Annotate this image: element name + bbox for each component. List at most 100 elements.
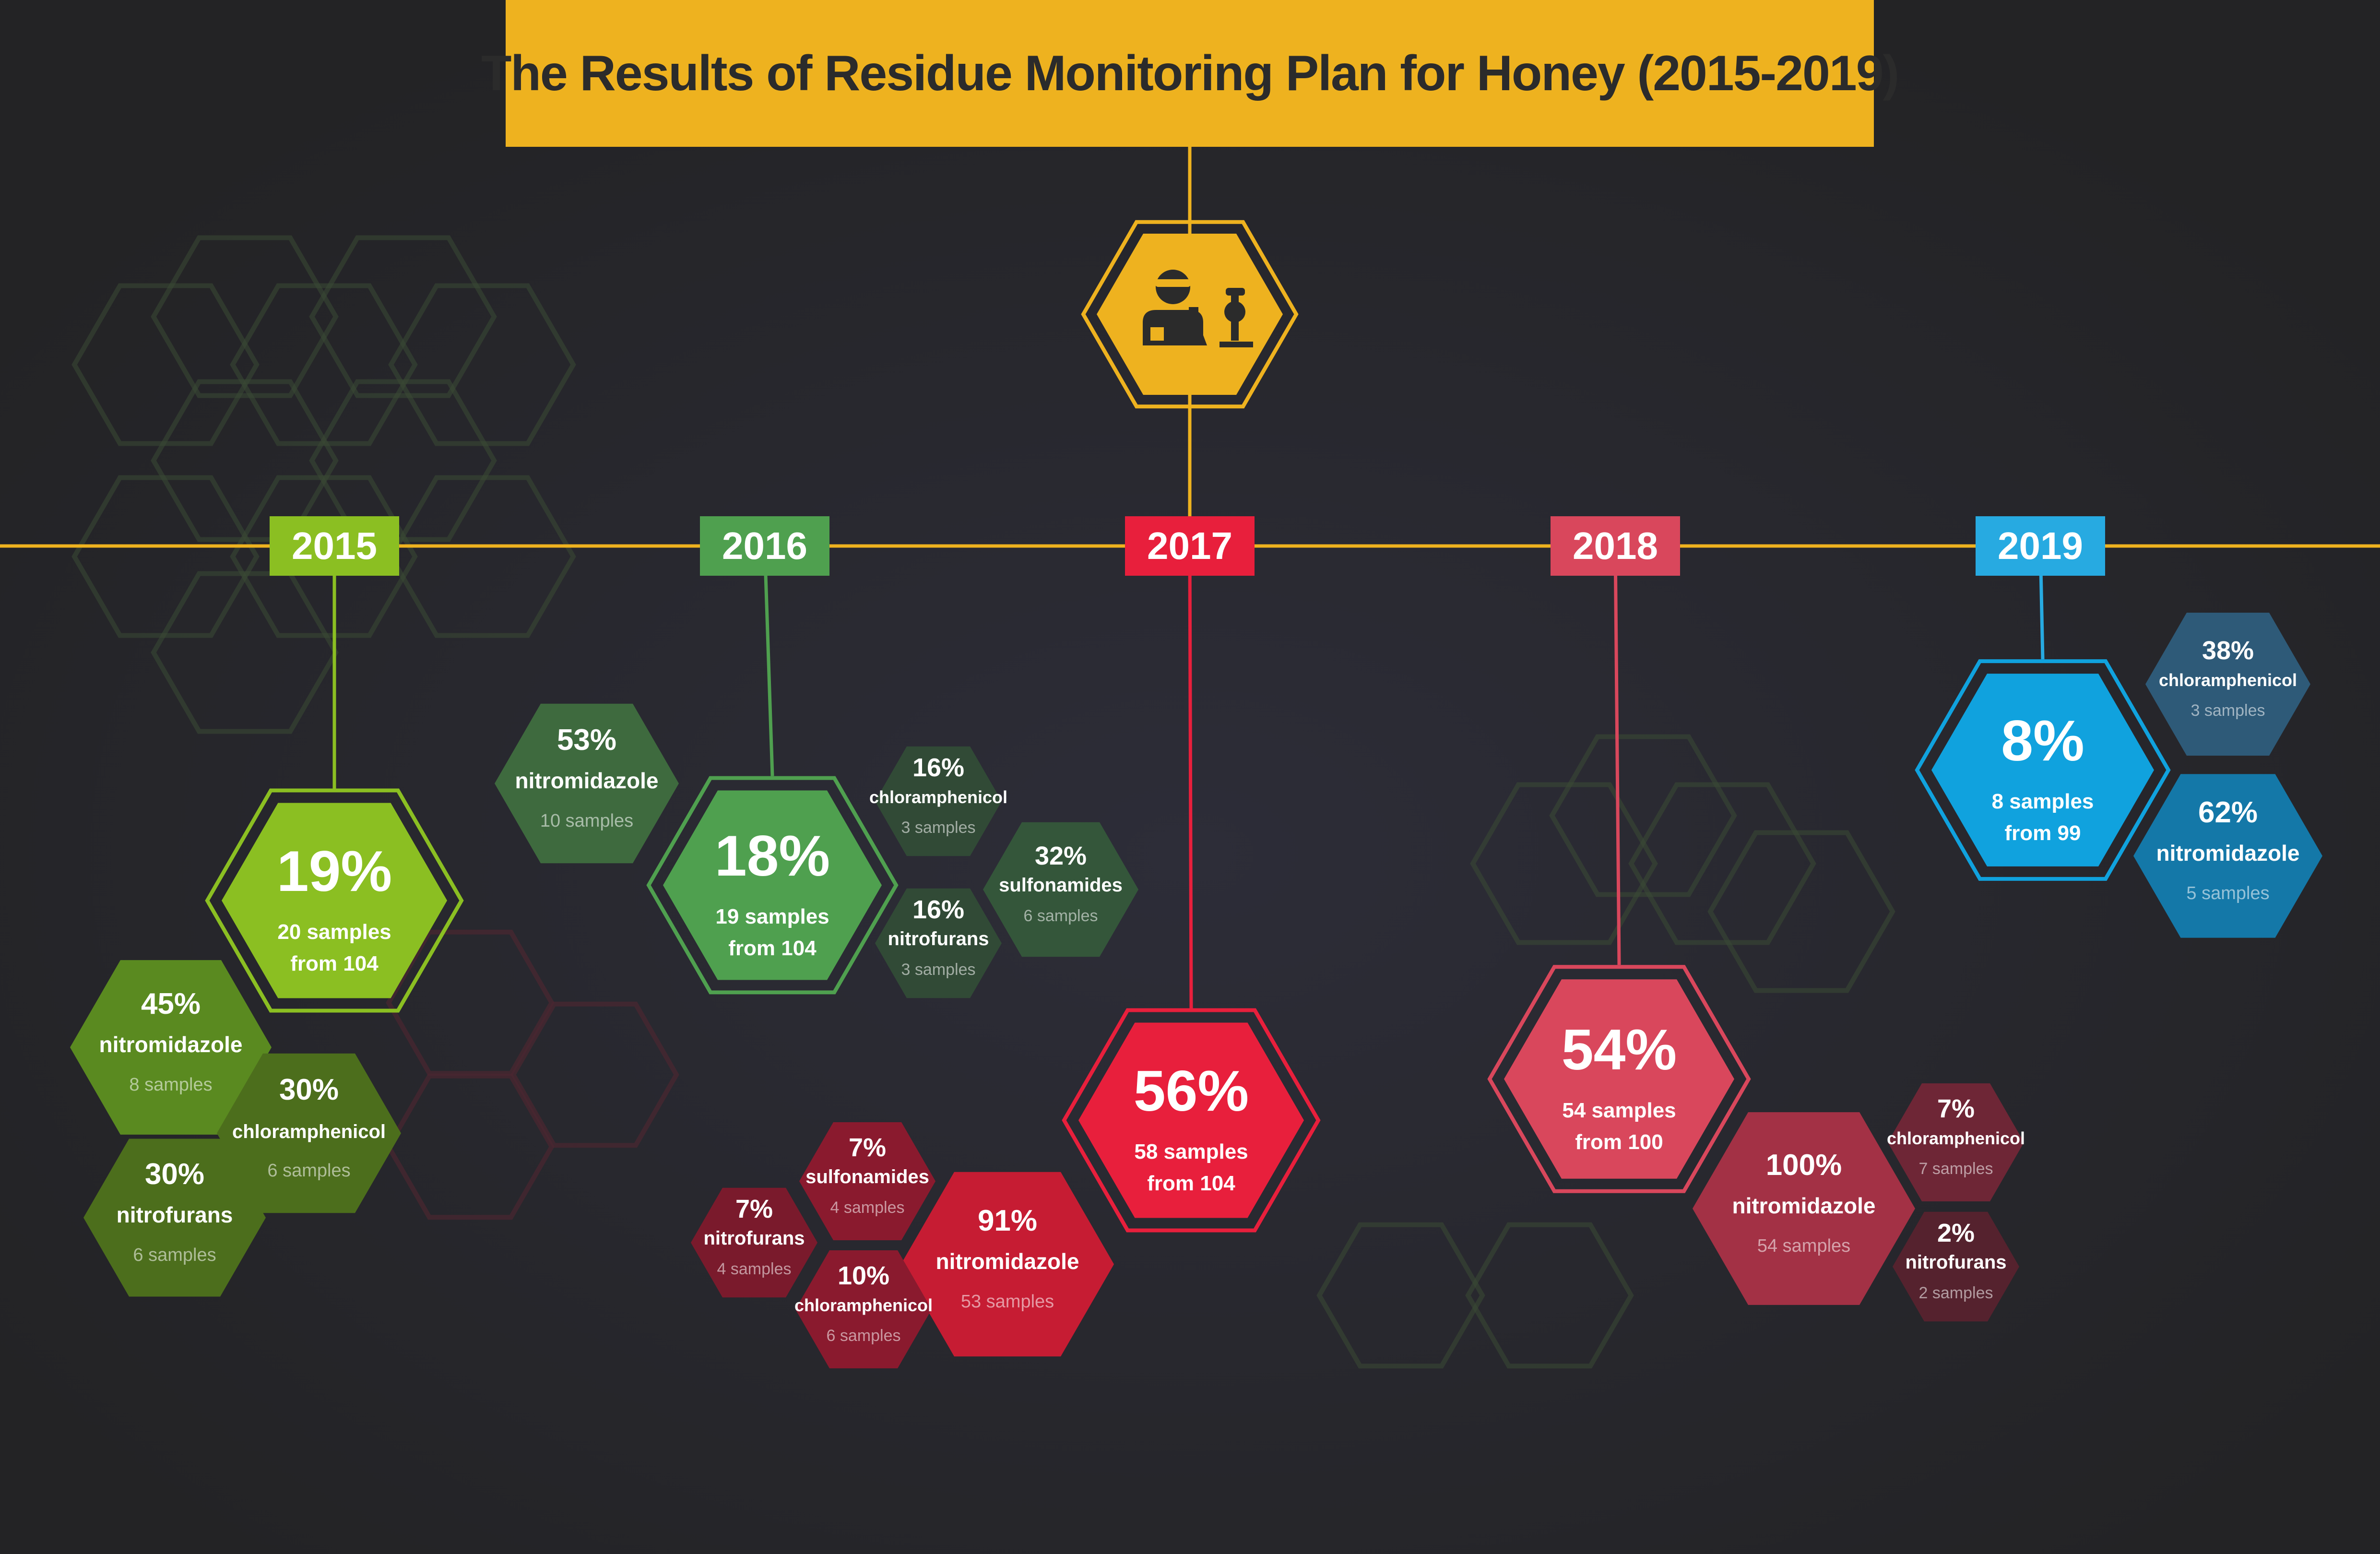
substance-hexagon-fill [875,888,1002,998]
background-hexagon [230,283,418,446]
substance-name-label: sulfonamides [999,875,1123,896]
substance-percent-label: 7% [735,1195,773,1223]
main-percent-label: 56% [1134,1059,1249,1123]
substance-hexagon: 38% chloramphenicol 3 samples [2145,613,2310,756]
year-tag-2018: 2018 [1551,516,1680,576]
substance-hexagon-fill [83,1139,266,1297]
substance-name-label: nitromidazole [1732,1193,1875,1218]
main-samples-label: 58 samples [1134,1140,1248,1163]
substance-hexagon-fill [875,746,1002,856]
main-hexagon-fill [1931,674,2154,866]
substance-samples-label: 7 samples [1919,1160,1993,1178]
substance-samples-label: 3 samples [901,819,976,837]
substance-percent-label: 100% [1766,1149,1842,1182]
main-percent-label: 18% [715,824,830,888]
substance-samples-label: 3 samples [901,961,976,979]
year-connector [763,546,774,776]
substance-hexagon: 30% chloramphenicol 6 samples [217,1053,401,1213]
year-tag-2016: 2016 [700,516,829,576]
substance-samples-label: 54 samples [1757,1236,1850,1256]
substance-name-label: nitrofurans [703,1228,805,1249]
background-hexagon [71,283,260,446]
substance-samples-label: 3 samples [2191,701,2265,720]
substance-hexagon-fill [2145,613,2310,756]
substance-name-label: chloramphenicol [794,1295,933,1315]
substance-name-label: nitromidazole [2156,841,2299,866]
main-samples-label: 19 samples [715,905,829,928]
substance-samples-label: 6 samples [1024,907,1098,925]
icon-hexagon-outline [1081,220,1299,409]
main-percent-label: 54% [1562,1018,1677,1082]
substance-percent-label: 7% [1937,1094,1975,1123]
main-total-label: from 104 [290,952,379,975]
substance-name-label: nitromidazole [935,1249,1079,1274]
substance-hexagon: 62% nitromidazole 5 samples [2133,774,2322,938]
year-tag-2017: 2017 [1125,516,1255,576]
substance-percent-label: 32% [1035,842,1087,870]
substance-percent-label: 30% [279,1073,339,1106]
substance-hexagon-fill [901,1172,1114,1357]
substance-hexagon: 32% sulfonamides 6 samples [983,822,1138,957]
substance-name-label: chloramphenicol [2159,670,2297,690]
substance-hexagon: 45% nitromidazole 8 samples [70,960,272,1135]
substance-hexagon: 2% nitrofurans 2 samples [1893,1211,2019,1322]
main-samples-label: 20 samples [277,920,391,944]
year-connector [1188,546,1193,1008]
substance-hexagon: 91% nitromidazole 53 samples [901,1172,1114,1357]
substance-hexagon: 53% nitromidazole 10 samples [495,703,679,864]
main-hexagon-fill [1078,1022,1304,1218]
background-hexagon [309,379,497,542]
substance-hexagon: 7% nitrofurans 4 samples [691,1187,817,1298]
substance-hexagon-fill [799,1122,935,1240]
substance-hexagon-fill [691,1187,817,1298]
substance-name-label: chloramphenicol [1887,1128,2025,1148]
main-hexagon-fill [222,803,447,998]
substance-name-label: nitromidazole [99,1032,242,1057]
substance-percent-label: 38% [2202,636,2254,665]
main-total-label: from 104 [1147,1172,1235,1195]
substance-percent-label: 16% [912,753,964,782]
substance-hexagon-fill [1693,1112,1915,1305]
main-samples-label: 8 samples [1992,790,2094,813]
substance-hexagon-fill [70,960,272,1135]
substance-name-label: chloramphenicol [869,787,1007,807]
main-hexagon-2017: 56% 58 samples from 104 [1062,1008,1321,1233]
substance-hexagon: 16% chloramphenicol 3 samples [869,746,1007,856]
substance-samples-label: 6 samples [267,1161,350,1181]
title-bar: The Results of Residue Monitoring Plan f… [481,0,1899,147]
main-hexagon-2019: 8% 8 samples from 99 [1915,659,2171,881]
main-total-label: from 104 [728,937,817,960]
background-hexagon [510,1001,679,1148]
background-hexagon [1707,830,1895,993]
main-percent-label: 19% [277,839,392,903]
background-hexagon [1465,1222,1634,1369]
substance-samples-label: 2 samples [1919,1284,1993,1302]
background-hexagon [1316,1222,1485,1369]
main-hexagon-outline [1062,1008,1321,1233]
substance-samples-label: 4 samples [830,1198,905,1217]
background-hexagon [71,475,260,638]
year-connector [1613,546,1621,965]
substance-samples-label: 10 samples [540,811,633,831]
main-total-label: from 100 [1575,1130,1663,1154]
substance-name-label: nitrofurans [888,928,989,949]
main-hexagon-outline [205,788,464,1013]
substance-hexagon-fill [217,1053,401,1213]
substance-name-label: nitromidazole [515,768,658,793]
substance-hexagon: 7% chloramphenicol 7 samples [1887,1083,2025,1201]
background-hexagon [309,235,497,398]
substance-samples-label: 6 samples [827,1327,901,1345]
substance-name-label: nitrofurans [117,1202,233,1227]
substance-hexagon-fill [495,703,679,864]
substance-percent-label: 10% [838,1261,889,1290]
substance-samples-label: 53 samples [961,1292,1054,1312]
hexagon-layer: 45% nitromidazole 8 samples 30% chlorampheni… [70,613,2322,1368]
background-hexagon [1628,782,1816,945]
substance-samples-label: 4 samples [717,1260,792,1278]
background-hexagon [1549,734,1737,897]
substance-percent-label: 7% [849,1133,886,1162]
substance-hexagon: 100% nitromidazole 54 samples [1693,1112,1915,1305]
year-tag-2015: 2015 [270,516,399,576]
substance-hexagon: 16% nitrofurans 3 samples [875,888,1002,998]
